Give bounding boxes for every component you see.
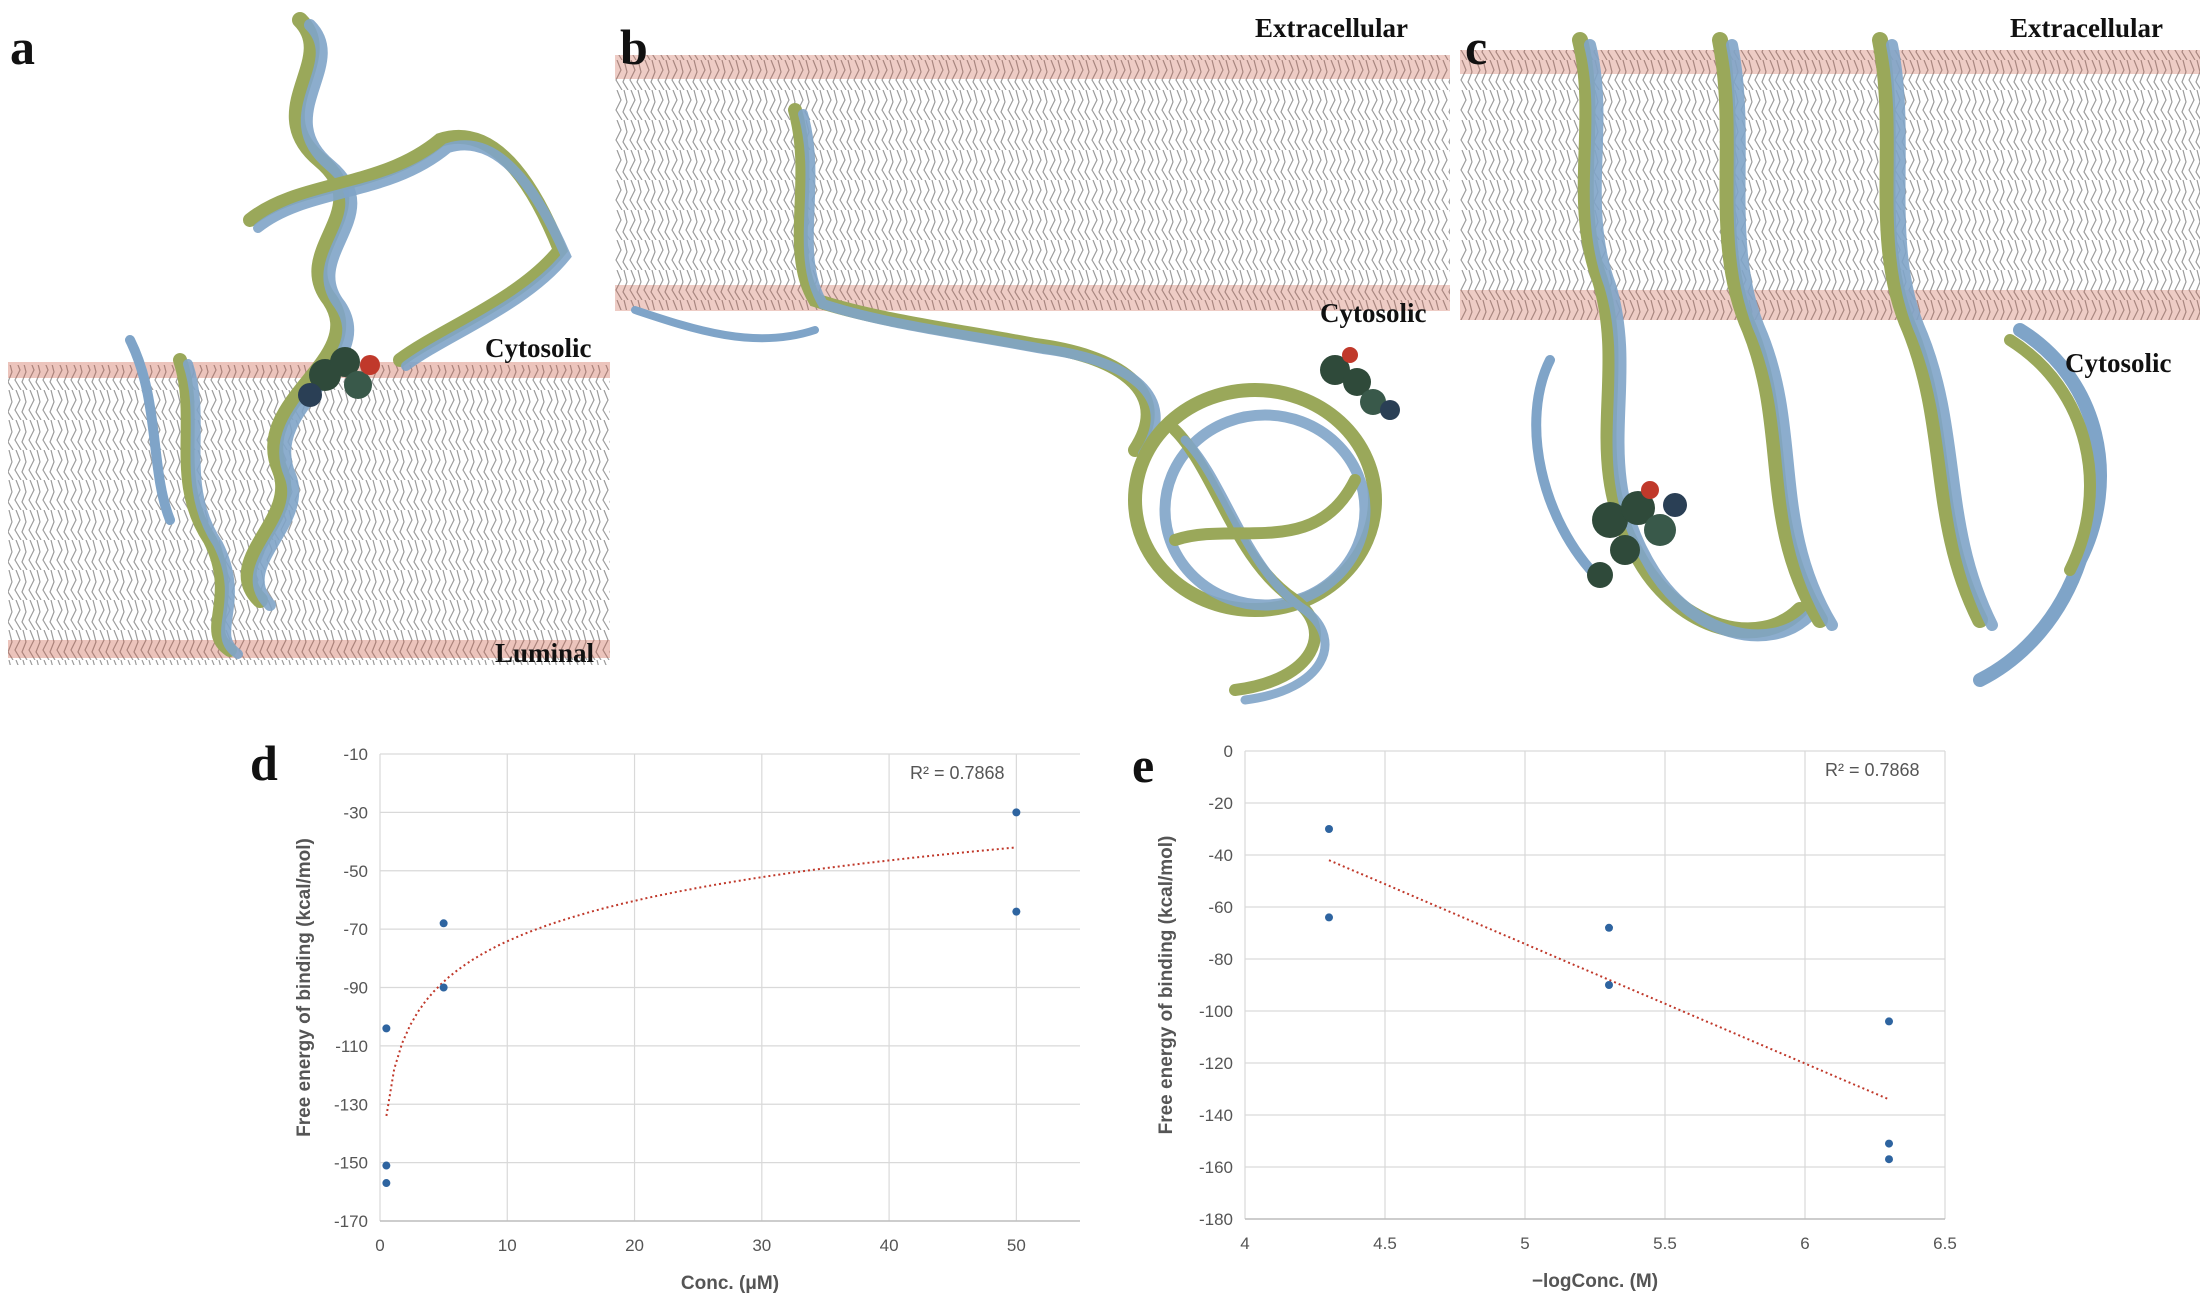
y-tick-label: -170 bbox=[334, 1212, 368, 1231]
membrane-headgroups-top bbox=[615, 55, 1450, 79]
trendline bbox=[385, 846, 1017, 1117]
panel-c-letter: c bbox=[1465, 19, 1488, 75]
data-point bbox=[1885, 1017, 1893, 1026]
y-tick-label: 0 bbox=[1224, 742, 1233, 761]
membrane bbox=[8, 365, 610, 665]
panel-a-label-luminal: Luminal bbox=[495, 638, 595, 668]
panel-b-structure bbox=[615, 55, 1450, 705]
panel-a-label-cytosolic: Cytosolic bbox=[485, 333, 592, 363]
panel-e-letter: e bbox=[1132, 737, 1155, 793]
cytosolic-domain bbox=[1128, 383, 1382, 705]
x-tick-label: 10 bbox=[498, 1236, 517, 1255]
panel-c: c Extracellular Cytosolic bbox=[1460, 0, 2200, 700]
data-point bbox=[382, 1161, 391, 1170]
chart-d: -10 -30 -50 -70 -90 -110 -130 -150 -170 0 10 20 30 40… bbox=[294, 745, 1080, 1294]
x-tick-label: 6.5 bbox=[1933, 1234, 1957, 1253]
r-squared-label: R² = 0.7868 bbox=[1825, 760, 1920, 780]
membrane-headgroups-bottom bbox=[1460, 290, 2200, 320]
y-tick-label: -110 bbox=[335, 1037, 368, 1056]
panel-e: e 0 -20 -40 -60 -80 -100 -120 -140 -160 -180 4 4.5 5… bbox=[1120, 730, 2200, 1299]
x-tick-label: 30 bbox=[752, 1236, 771, 1255]
membrane bbox=[1460, 50, 2200, 320]
protein-ribbon bbox=[125, 12, 572, 659]
x-tick-label: 5 bbox=[1520, 1234, 1529, 1253]
protein-ribbon bbox=[631, 103, 1161, 459]
data-point bbox=[1605, 923, 1613, 932]
data-point bbox=[1885, 1139, 1893, 1148]
data-point bbox=[382, 1024, 391, 1033]
ligand-spheres bbox=[1320, 347, 1400, 420]
data-point bbox=[439, 919, 448, 928]
x-tick-label: 5.5 bbox=[1653, 1234, 1677, 1253]
panel-a: a Cytosolic Luminal bbox=[0, 0, 620, 690]
data-point bbox=[1012, 808, 1021, 817]
y-tick-label: -100 bbox=[1199, 1002, 1233, 1021]
y-tick-label: -20 bbox=[1208, 794, 1233, 813]
panel-c-structure bbox=[1460, 32, 2200, 687]
protein-ribbon bbox=[1531, 32, 2107, 687]
x-tick-label: 4 bbox=[1240, 1234, 1249, 1253]
data-point bbox=[1605, 981, 1613, 989]
y-tick-label: -70 bbox=[343, 920, 368, 939]
r-squared-label: R² = 0.7868 bbox=[910, 763, 1005, 783]
data-point bbox=[439, 983, 448, 992]
x-tick-label: 4.5 bbox=[1373, 1234, 1397, 1253]
y-axis-label: Free energy of binding (kcal/mol) bbox=[1156, 836, 1177, 1135]
panel-d-letter: d bbox=[250, 735, 278, 791]
x-tick-label: 0 bbox=[375, 1236, 384, 1255]
panel-c-label-extracellular: Extracellular bbox=[2010, 13, 2163, 43]
panel-a-letter: a bbox=[10, 19, 35, 75]
x-tick-label: 6 bbox=[1800, 1234, 1809, 1253]
y-tick-label: -30 bbox=[343, 803, 368, 822]
y-axis-label: Free energy of binding (kcal/mol) bbox=[294, 838, 315, 1137]
data-point bbox=[1325, 913, 1333, 922]
chart-e: 0 -20 -40 -60 -80 -100 -120 -140 -160 -180 4 4.5 5 5.… bbox=[1156, 742, 1957, 1292]
membrane-headgroups-bottom bbox=[8, 640, 610, 658]
panel-b-label-extracellular: Extracellular bbox=[1255, 13, 1408, 43]
panel-b-letter: b bbox=[620, 19, 648, 75]
y-tick-label: -130 bbox=[334, 1095, 368, 1114]
panel-c-label-cytosolic: Cytosolic bbox=[2065, 348, 2172, 378]
y-tick-label: -10 bbox=[343, 745, 368, 764]
y-tick-label: -180 bbox=[1199, 1210, 1233, 1229]
panel-b: b Extracellular Cytosolic bbox=[615, 0, 1450, 720]
panel-b-label-cytosolic: Cytosolic bbox=[1320, 298, 1427, 328]
y-tick-label: -60 bbox=[1208, 898, 1233, 917]
trendline bbox=[1328, 859, 1890, 1101]
data-point bbox=[1325, 825, 1333, 833]
membrane-headgroups-top bbox=[1460, 50, 2200, 74]
y-tick-label: -80 bbox=[1208, 950, 1233, 969]
x-axis-label: −logConc. (M) bbox=[1532, 1271, 1658, 1292]
x-tick-label: 40 bbox=[880, 1236, 899, 1255]
data-point bbox=[1012, 907, 1021, 916]
x-axis-label: Conc. (μM) bbox=[681, 1273, 779, 1294]
y-tick-label: -120 bbox=[1199, 1054, 1233, 1073]
data-point bbox=[382, 1179, 391, 1188]
y-tick-label: -150 bbox=[334, 1154, 368, 1173]
y-tick-label: -140 bbox=[1199, 1106, 1233, 1125]
y-tick-label: -90 bbox=[343, 979, 368, 998]
panel-a-structure bbox=[8, 12, 610, 665]
data-point bbox=[1885, 1155, 1893, 1164]
y-tick-label: -40 bbox=[1208, 846, 1233, 865]
x-tick-label: 20 bbox=[625, 1236, 644, 1255]
panel-d: d -10 -30 -50 -70 -90 -110 -130 -150 -170 0 10 20 30… bbox=[240, 730, 1100, 1299]
y-tick-label: -50 bbox=[343, 862, 368, 881]
y-tick-label: -160 bbox=[1199, 1158, 1233, 1177]
ligand-spheres bbox=[298, 347, 380, 407]
ligand-spheres bbox=[1587, 481, 1687, 588]
membrane bbox=[615, 55, 1450, 310]
membrane-headgroups-bottom bbox=[615, 285, 1450, 311]
x-tick-label: 50 bbox=[1007, 1236, 1026, 1255]
